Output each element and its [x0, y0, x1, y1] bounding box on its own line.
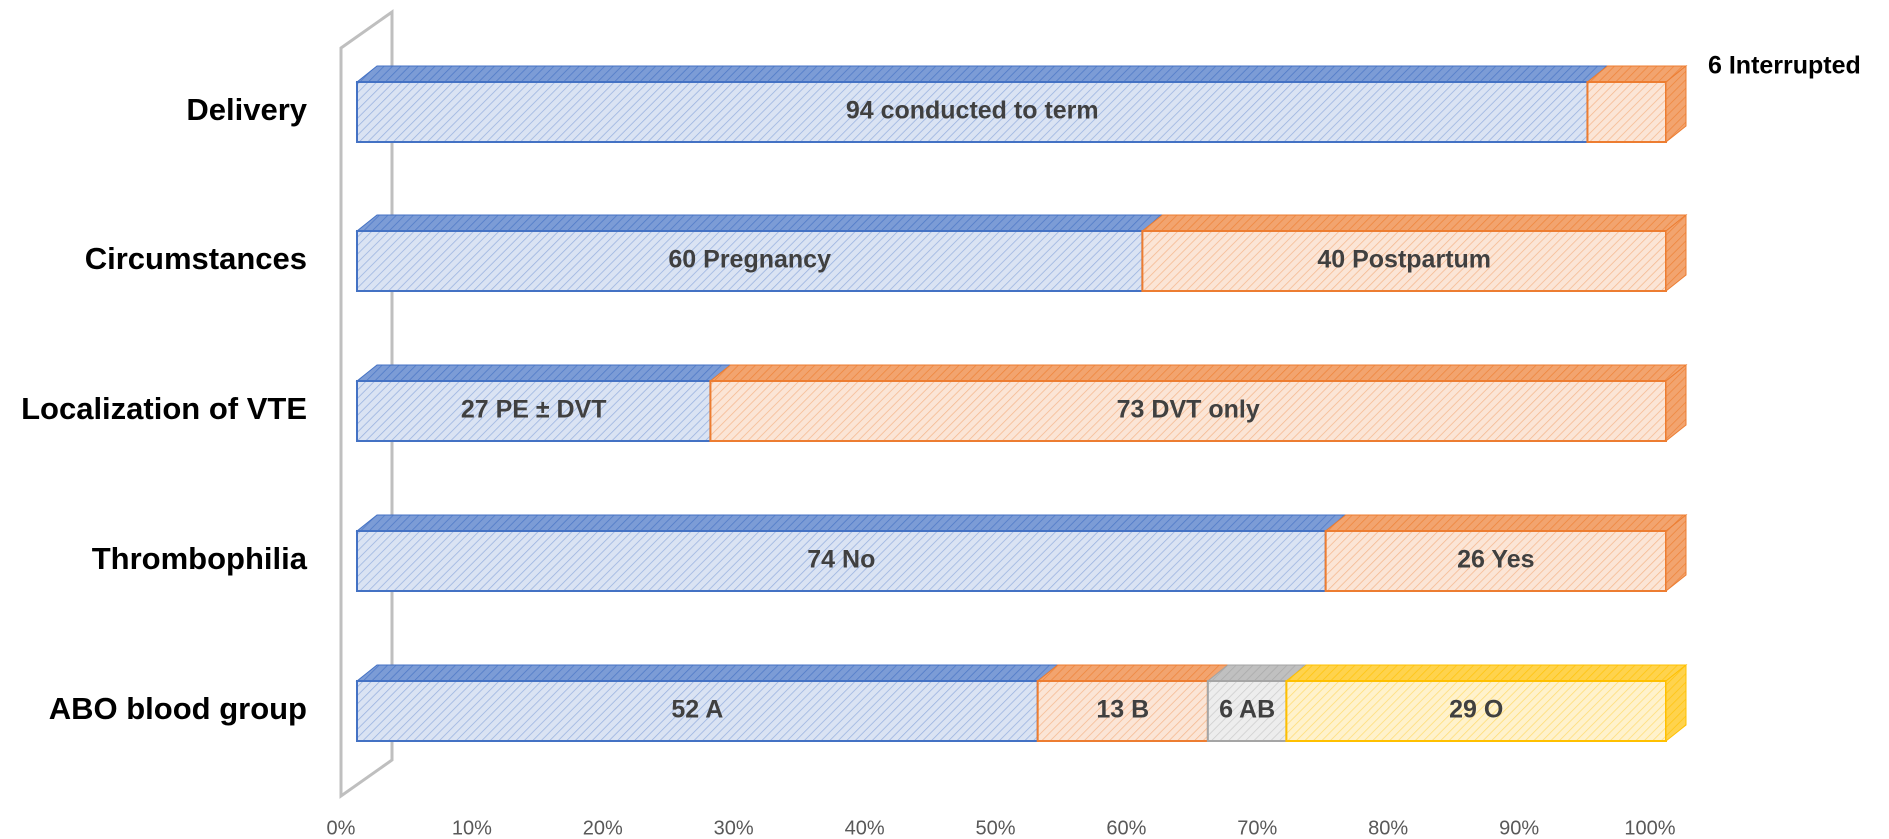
- x-tick-label: 0%: [327, 817, 356, 839]
- data-label: 27 PE ± DVT: [461, 396, 607, 424]
- category-label: Circumstances: [85, 241, 307, 276]
- bar-top: [355, 214, 1164, 232]
- bar-top: [709, 364, 1688, 382]
- x-tick-label: 20%: [583, 817, 623, 839]
- bar: [1324, 530, 1668, 592]
- data-label: 40 Postpartum: [1317, 246, 1491, 274]
- x-tick-label: 70%: [1237, 817, 1277, 839]
- bar-top: [355, 514, 1348, 532]
- bar: [356, 380, 712, 442]
- data-label: 52 A: [671, 696, 723, 724]
- data-label: 26 Yes: [1457, 546, 1534, 574]
- x-tick-label: 100%: [1624, 817, 1675, 839]
- bar: [356, 680, 1039, 742]
- bar-top: [1140, 214, 1688, 232]
- bar-side: [1665, 213, 1687, 293]
- data-label: 13 B: [1096, 696, 1149, 724]
- data-label: 73 DVT only: [1117, 396, 1260, 424]
- data-label: 6 AB: [1219, 696, 1275, 724]
- back-wall: [339, 9, 394, 799]
- data-label: 6 Interrupted: [1708, 52, 1861, 80]
- x-tick-label: 80%: [1368, 817, 1408, 839]
- category-label: Delivery: [186, 92, 307, 127]
- data-label: 74 No: [807, 546, 875, 574]
- x-tick-label: 10%: [452, 817, 492, 839]
- bar-side: [1665, 663, 1687, 743]
- bar: [356, 230, 1144, 292]
- x-tick-label: 60%: [1106, 817, 1146, 839]
- x-tick-label: 30%: [714, 817, 754, 839]
- bar-side: [1665, 513, 1687, 593]
- bar: [1586, 81, 1667, 143]
- data-label: 60 Pregnancy: [668, 246, 831, 274]
- bar-top: [355, 664, 1060, 682]
- data-label: 29 O: [1449, 696, 1503, 724]
- category-label: ABO blood group: [49, 691, 307, 726]
- bar-side: [1665, 64, 1687, 144]
- bar: [1036, 680, 1209, 742]
- bar: [356, 530, 1327, 592]
- x-tick-label: 40%: [845, 817, 885, 839]
- category-label: Localization of VTE: [21, 391, 307, 426]
- bar-top: [355, 65, 1609, 83]
- bar: [1141, 230, 1667, 292]
- bar-top: [1284, 664, 1688, 682]
- bar: [1206, 680, 1288, 742]
- x-tick-label: 90%: [1499, 817, 1539, 839]
- data-label: 94 conducted to term: [846, 97, 1099, 125]
- x-tick-label: 50%: [975, 817, 1015, 839]
- bar: [709, 380, 1667, 442]
- bar-side: [1665, 363, 1687, 443]
- bar-top: [355, 364, 732, 382]
- bar-top: [1036, 664, 1230, 682]
- bar-top: [1324, 514, 1688, 532]
- bar: [1285, 680, 1667, 742]
- category-label: Thrombophilia: [92, 541, 308, 576]
